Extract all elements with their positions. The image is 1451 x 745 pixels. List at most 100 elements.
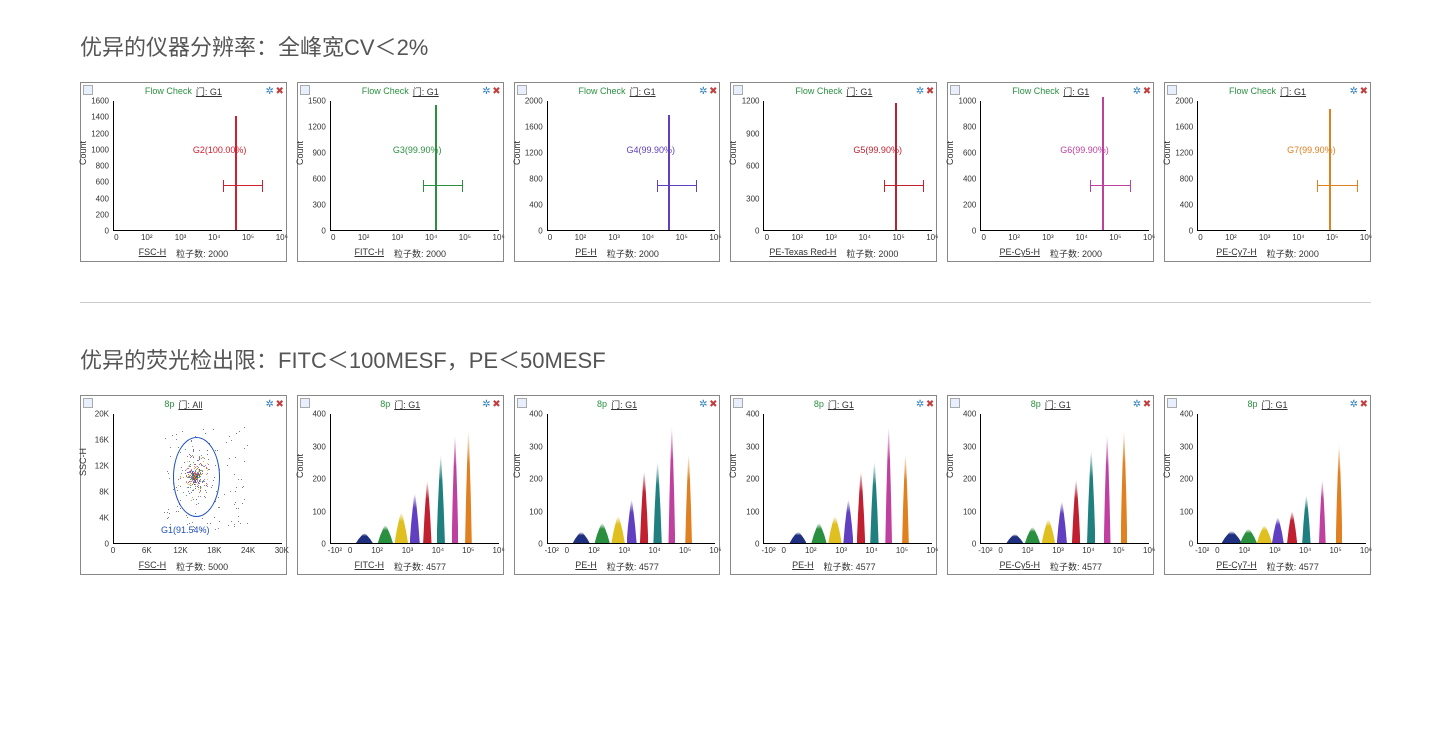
panel-menu-icon[interactable]: [83, 398, 93, 408]
section2-charts: 8p 门: All ✲ ✖ 04K8K12K16K20KSSC-H G1(91.…: [80, 395, 1371, 575]
histogram-peak: [1042, 519, 1055, 543]
y-axis-label: Count: [295, 141, 305, 165]
close-icon[interactable]: ✖: [926, 86, 934, 97]
gate-annotation: G3(99.90%): [393, 145, 442, 155]
close-icon[interactable]: ✖: [1143, 399, 1151, 410]
close-icon[interactable]: ✖: [1360, 86, 1368, 97]
gate-label: 门: G1: [630, 85, 656, 98]
histogram-peak: [1287, 511, 1297, 543]
y-axis-label: Count: [512, 141, 522, 165]
panel-menu-icon[interactable]: [1167, 398, 1177, 408]
histogram-peak: [1102, 97, 1104, 230]
panel-footer: PE-H 粒子数: 4577: [731, 560, 936, 574]
y-axis-label: Count: [945, 141, 955, 165]
gear-icon[interactable]: ✲: [265, 86, 273, 97]
histogram-peak: [611, 516, 624, 543]
panel-menu-icon[interactable]: [950, 398, 960, 408]
gate-label: 门: G1: [394, 398, 420, 411]
gear-icon[interactable]: ✲: [1133, 86, 1141, 97]
gear-icon[interactable]: ✲: [916, 86, 924, 97]
histogram-peak: [1257, 525, 1272, 543]
panel-menu-icon[interactable]: [300, 398, 310, 408]
histogram-peak: [640, 470, 648, 543]
close-icon[interactable]: ✖: [275, 399, 283, 410]
close-icon[interactable]: ✖: [709, 86, 717, 97]
histogram-peak: [395, 512, 408, 543]
gate-label: 门: G1: [611, 398, 637, 411]
close-icon[interactable]: ✖: [492, 399, 500, 410]
histogram-peak: [437, 454, 445, 543]
panel-menu-icon[interactable]: [83, 85, 93, 95]
section1-charts: Flow Check 门: G1 ✲ ✖ 0200400600800100012…: [80, 82, 1371, 262]
x-axis-label: PE-Cy7-H: [1216, 247, 1257, 261]
histogram-peak: [1302, 495, 1310, 543]
close-icon[interactable]: ✖: [492, 86, 500, 97]
x-axis-label: PE-Texas Red-H: [769, 247, 836, 261]
close-icon[interactable]: ✖: [1360, 399, 1368, 410]
gear-icon[interactable]: ✲: [1350, 86, 1358, 97]
panel-header: Flow Check 门: G1 ✲ ✖: [515, 83, 720, 99]
histogram-panel: Flow Check 门: G1 ✲ ✖ 0200400600800100012…: [80, 82, 287, 262]
gate-label: 门: G1: [828, 398, 854, 411]
gear-icon[interactable]: ✲: [916, 399, 924, 410]
multi-peak-panel: 8p 门: G1 ✲ ✖ 0100200300400Count-10²010²1…: [730, 395, 937, 575]
gear-icon[interactable]: ✲: [265, 399, 273, 410]
close-icon[interactable]: ✖: [926, 399, 934, 410]
panel-footer: FSC-H 粒子数: 5000: [81, 560, 286, 574]
gear-icon[interactable]: ✲: [482, 399, 490, 410]
particle-count: 粒子数: 2000: [394, 247, 446, 261]
close-icon[interactable]: ✖: [709, 399, 717, 410]
panel-menu-icon[interactable]: [517, 398, 527, 408]
histogram-peak: [423, 480, 431, 543]
close-icon[interactable]: ✖: [1143, 86, 1151, 97]
histogram-peak: [857, 470, 865, 543]
histogram-peak: [668, 425, 675, 543]
histogram-peak: [653, 461, 661, 543]
x-axis-label: PE-Cy5-H: [999, 560, 1040, 574]
x-axis-label: FITC-H: [354, 247, 384, 261]
particle-count: 粒子数: 4577: [607, 560, 659, 574]
histogram-peak: [1104, 433, 1111, 543]
sample-label: Flow Check: [1012, 86, 1059, 96]
sample-label: Flow Check: [795, 86, 842, 96]
gate-label: 门: All: [178, 398, 202, 411]
panel-menu-icon[interactable]: [733, 85, 743, 95]
histogram-peak: [378, 525, 393, 543]
histogram-peak: [410, 493, 420, 543]
gear-icon[interactable]: ✲: [1133, 399, 1141, 410]
gear-icon[interactable]: ✲: [699, 86, 707, 97]
x-axis-label: PE-H: [792, 560, 814, 574]
panel-menu-icon[interactable]: [517, 85, 527, 95]
panel-menu-icon[interactable]: [300, 85, 310, 95]
gate-bracket: [423, 185, 463, 186]
panel-menu-icon[interactable]: [1167, 85, 1177, 95]
panel-header: Flow Check 门: G1 ✲ ✖: [731, 83, 936, 99]
gate-annotation: G4(99.90%): [627, 145, 676, 155]
y-axis-label: Count: [1162, 141, 1172, 165]
close-icon[interactable]: ✖: [275, 86, 283, 97]
sample-label: 8p: [597, 399, 607, 409]
gear-icon[interactable]: ✲: [1350, 399, 1358, 410]
sample-label: Flow Check: [1229, 86, 1276, 96]
panel-menu-icon[interactable]: [733, 398, 743, 408]
plot-area: [330, 414, 499, 544]
sample-label: 8p: [1248, 399, 1258, 409]
panel-menu-icon[interactable]: [950, 85, 960, 95]
panel-footer: FITC-H 粒子数: 4577: [298, 560, 503, 574]
gear-icon[interactable]: ✲: [482, 86, 490, 97]
histogram-peak: [235, 116, 237, 230]
gate-annotation: G6(99.90%): [1060, 145, 1109, 155]
histogram-peak: [465, 429, 472, 543]
gear-icon[interactable]: ✲: [699, 399, 707, 410]
histogram-peak: [1272, 517, 1284, 543]
sample-label: 8p: [380, 399, 390, 409]
gate-label: 门: G1: [1063, 85, 1089, 98]
particle-count: 粒子数: 4577: [394, 560, 446, 574]
histogram-peak: [1222, 531, 1242, 543]
histogram-peak: [452, 433, 459, 543]
plot-area: [1197, 414, 1366, 544]
scatter-area: G1(91.54%): [113, 414, 282, 544]
y-axis-label: Count: [1162, 454, 1172, 478]
histogram-peak: [870, 461, 878, 543]
panel-footer: PE-Texas Red-H 粒子数: 2000: [731, 247, 936, 261]
